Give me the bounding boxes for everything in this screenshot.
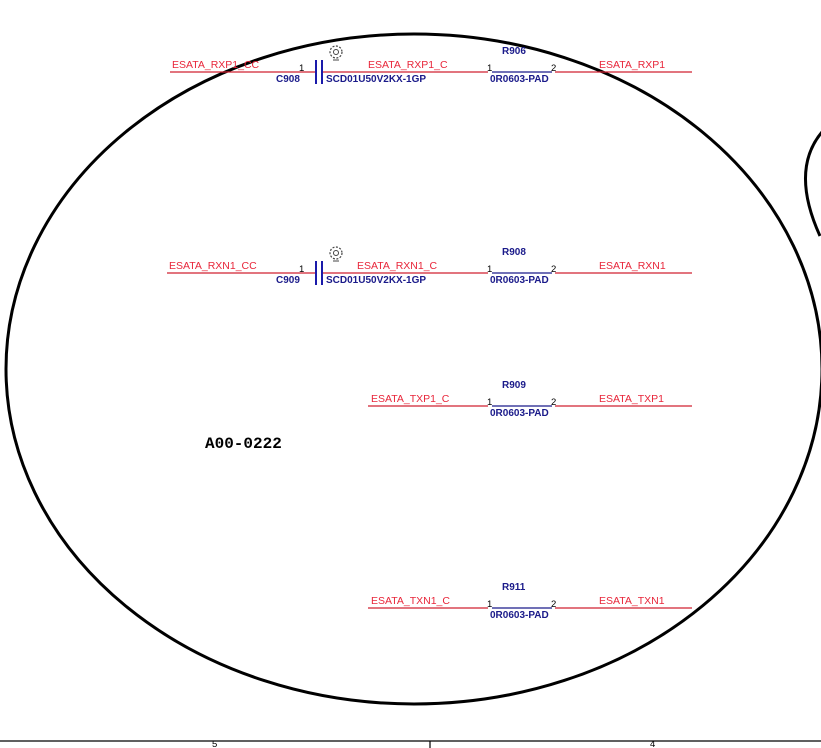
net-label-mid: ESATA_RXP1_C — [368, 59, 448, 71]
net-label-out: ESATA_RXP1 — [599, 59, 665, 71]
res-pin1-label: 1 — [487, 397, 492, 408]
cap-part-number: SCD01U50V2KX-1GP — [326, 74, 426, 85]
res-pin2-label: 2 — [551, 264, 556, 275]
res-pin1-label: 1 — [487, 63, 492, 74]
res-refdes: R911 — [502, 582, 526, 593]
net-label-in: ESATA_RXN1_CC — [169, 260, 257, 272]
cap-pin-label: 1 — [299, 264, 304, 275]
res-part-number: 0R0603-PAD — [490, 408, 549, 419]
res-refdes: R908 — [502, 247, 526, 258]
net-label-in: ESATA_RXP1_CC — [172, 59, 260, 71]
res-pin2-label: 2 — [551, 63, 556, 74]
cap-pin-label: 1 — [299, 63, 304, 74]
markup-ellipse-right-partial — [804, 131, 821, 237]
net-label-mid: ESATA_TXN1_C — [371, 595, 450, 607]
res-refdes: R909 — [502, 380, 526, 391]
zone-marker-left: 5 — [212, 739, 217, 748]
cap-refdes: C909 — [276, 275, 300, 286]
res-part-number: 0R0603-PAD — [490, 74, 549, 85]
net-group-rxn1: ESATA_RXN1_CC 1 C909 SCD01U50V2KX-1GP ES… — [167, 246, 692, 286]
res-part-number: 0R0603-PAD — [490, 610, 549, 621]
net-label-mid: ESATA_TXP1_C — [371, 393, 450, 405]
net-label-out: ESATA_TXN1 — [599, 595, 665, 607]
res-pin2-label: 2 — [551, 397, 556, 408]
zone-marker-right: 4 — [650, 739, 655, 748]
markup-ellipse-main — [4, 32, 821, 706]
net-group-txn1: ESATA_TXN1_C R911 1 2 0R0603-PAD ESATA_T… — [368, 582, 692, 621]
res-refdes: R906 — [502, 46, 526, 57]
res-part-number: 0R0603-PAD — [490, 275, 549, 286]
res-pin1-label: 1 — [487, 599, 492, 610]
revision-stamp: A00-0222 — [205, 435, 282, 453]
net-group-rxp1: ESATA_RXP1_CC 1 C908 SCD01U50V2KX-1GP ES… — [170, 45, 692, 85]
cap-refdes: C908 — [276, 74, 300, 85]
res-pin2-label: 2 — [551, 599, 556, 610]
net-group-txp1: ESATA_TXP1_C R909 1 2 0R0603-PAD ESATA_T… — [368, 380, 692, 419]
cap-part-number: SCD01U50V2KX-1GP — [326, 275, 426, 286]
res-pin1-label: 1 — [487, 264, 492, 275]
net-label-out: ESATA_TXP1 — [599, 393, 664, 405]
noload-symbol-icon — [329, 246, 343, 262]
title-block-border: 5 4 — [0, 739, 821, 748]
noload-symbol-icon — [329, 45, 343, 61]
net-label-out: ESATA_RXN1 — [599, 260, 666, 272]
net-label-mid: ESATA_RXN1_C — [357, 260, 438, 272]
